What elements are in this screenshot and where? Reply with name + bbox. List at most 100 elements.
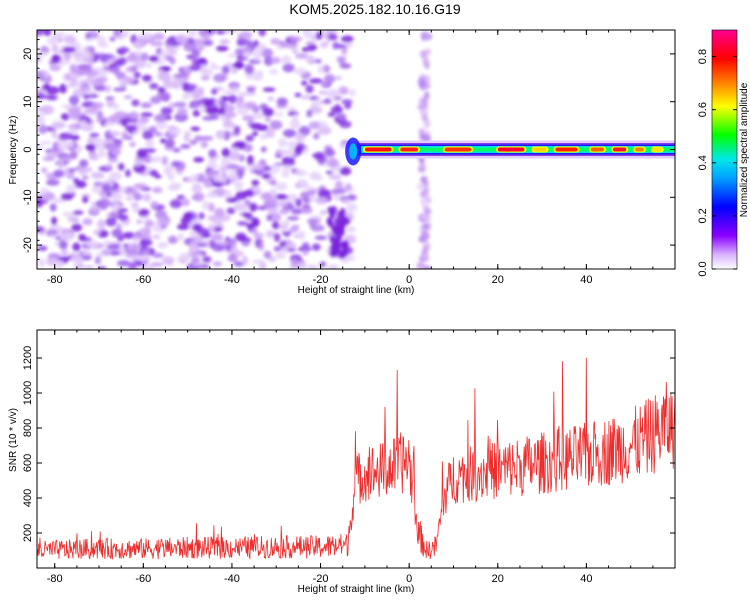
heatmap-noise-blob <box>339 166 352 176</box>
heatmap-noise-blob <box>150 41 164 47</box>
heatmap-noise-blob <box>252 187 261 192</box>
heatmap-noise-blob <box>82 218 93 226</box>
heatmap-noise-blob <box>225 196 239 203</box>
heatmap-noise-blob <box>234 60 244 70</box>
heatmap-noise-blob <box>200 135 214 141</box>
bottom-y-axis-label: SNR (10 * v/v) <box>8 408 19 472</box>
heatmap-noise-blob <box>123 95 133 100</box>
heatmap-noise-blob <box>301 242 310 251</box>
heatmap-noise-blob <box>332 227 339 236</box>
heatmap-noise-blob <box>170 160 181 168</box>
heatmap-noise-blob <box>336 112 347 121</box>
heatmap-noise-blob <box>340 214 347 223</box>
heatmap-noise-blob <box>266 214 273 222</box>
heatmap-noise-blob <box>62 46 76 53</box>
heatmap-noise-blob <box>339 63 352 69</box>
heatmap-noise-blob <box>221 65 230 75</box>
signal-hot-segment <box>590 147 605 152</box>
heatmap-noise-blob <box>204 30 216 36</box>
heatmap-noise-blob <box>327 112 337 117</box>
heatmap-streak-blob <box>420 175 428 183</box>
heatmap-noise-blob <box>122 231 136 239</box>
heatmap-noise-blob <box>258 30 267 37</box>
heatmap-noise-blob <box>291 113 299 122</box>
heatmap-noise-blob <box>268 256 277 262</box>
heatmap-noise-blob <box>140 102 152 109</box>
heatmap-noise-blob <box>239 30 253 40</box>
heatmap-noise-blob <box>166 125 178 131</box>
heatmap-streak-blob <box>422 246 429 252</box>
heatmap-noise-blob <box>198 212 205 220</box>
heatmap-streak-blob <box>419 191 426 198</box>
heatmap-noise-blob <box>135 260 143 267</box>
heatmap-noise-blob <box>189 139 198 146</box>
chart-title: KOM5.2025.182.10.16.G19 <box>289 1 461 17</box>
heatmap-noise-blob <box>113 87 127 92</box>
heatmap-noise-blob <box>37 30 45 36</box>
heatmap-noise-blob <box>156 216 170 227</box>
heatmap-noise-blobs <box>37 30 433 269</box>
heatmap-noise-blob <box>81 251 93 256</box>
x-tick-label: -20 <box>313 274 329 286</box>
heatmap-noise-blob <box>333 75 343 80</box>
heatmap-noise-blob <box>88 153 100 161</box>
snr-series-line <box>37 357 675 560</box>
y-tick-label: 1200 <box>22 346 34 370</box>
heatmap-noise-blob <box>196 242 207 248</box>
heatmap-noise-blob <box>89 132 100 138</box>
heatmap-noise-blob <box>236 101 245 110</box>
colorbar-label: Normalized spectral amplitude <box>739 82 750 217</box>
heatmap-streak-blob <box>421 223 430 230</box>
heatmap-noise-blob <box>331 189 342 195</box>
x-tick-label: -80 <box>47 573 63 585</box>
heatmap-noise-blob <box>79 79 87 86</box>
heatmap-noise-blob <box>307 44 318 51</box>
heatmap-noise-blob <box>72 210 84 215</box>
heatmap-noise-blob <box>86 240 100 248</box>
heatmap-noise-blob <box>172 147 181 153</box>
heatmap-noise-blob <box>216 45 229 52</box>
heatmap-noise-blob <box>140 112 154 118</box>
heatmap-noise-blob <box>339 120 352 129</box>
heatmap-noise-blob <box>327 219 334 228</box>
heatmap-noise-blob <box>254 239 262 248</box>
top-y-axis-label: Frequency (Hz) <box>8 116 19 185</box>
heatmap-noise-blob <box>113 30 122 37</box>
heatmap-noise-blob <box>252 163 265 171</box>
heatmap-noise-blob <box>276 97 288 107</box>
heatmap-noise-blob <box>165 39 174 46</box>
heatmap-noise-blob <box>69 152 76 159</box>
spectrogram-panel: -80 -60 -40 -20 0 20 40 20 10 0 -10 -20 Height of … <box>8 29 676 296</box>
signal-start-core <box>349 143 358 160</box>
heatmap-noise-blob <box>282 165 294 171</box>
heatmap-noise-blob <box>176 107 188 116</box>
heatmap-noise-blob <box>111 228 123 238</box>
heatmap-noise-blob <box>233 125 241 135</box>
heatmap-noise-blob <box>281 159 296 167</box>
heatmap-noise-blob <box>108 114 119 123</box>
colorbar-tick-label: 0.4 <box>697 155 709 170</box>
signal-hot-segment <box>555 147 578 152</box>
heatmap-noise-blob <box>191 186 203 193</box>
y-tick-label: -10 <box>22 189 34 205</box>
y-tick-label: 20 <box>22 48 34 60</box>
heatmap-noise-blob <box>106 212 120 218</box>
y-tick-label: -20 <box>22 237 34 253</box>
y-tick-label: 800 <box>22 419 34 437</box>
heatmap-noise-blob <box>37 199 43 208</box>
heatmap-noise-blob <box>294 169 308 177</box>
heatmap-noise-blob <box>293 67 307 75</box>
heatmap-noise-blob <box>126 254 140 260</box>
heatmap-noise-blob <box>284 241 297 249</box>
heatmap-noise-blob <box>225 243 233 252</box>
heatmap-noise-blob <box>165 55 174 62</box>
heatmap-noise-blob <box>96 110 104 120</box>
heatmap-noise-blob <box>326 264 339 269</box>
heatmap-noise-blob <box>107 243 120 251</box>
heatmap-noise-blob <box>200 140 209 149</box>
heatmap-noise-blob <box>53 169 65 178</box>
heatmap-noise-blob <box>51 120 65 130</box>
heatmap-streak-blob <box>417 77 426 87</box>
heatmap-noise-blob <box>65 184 76 194</box>
